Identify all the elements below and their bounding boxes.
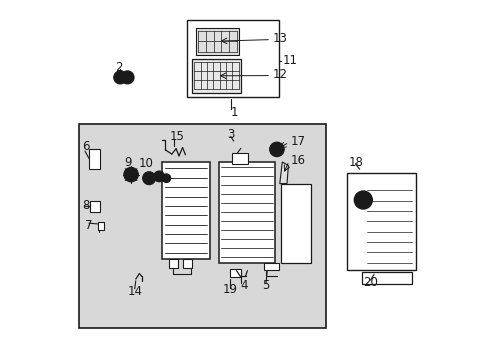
Bar <box>186 20 278 97</box>
Text: 14: 14 <box>127 285 142 298</box>
Text: 8: 8 <box>81 199 89 212</box>
Circle shape <box>358 195 367 205</box>
Circle shape <box>153 171 164 182</box>
Bar <box>162 162 210 259</box>
Text: 2: 2 <box>115 61 122 74</box>
Text: 5: 5 <box>262 279 269 292</box>
Circle shape <box>117 75 123 80</box>
Text: 20: 20 <box>363 276 377 289</box>
Circle shape <box>354 191 371 209</box>
Circle shape <box>123 167 138 182</box>
Text: 17: 17 <box>290 135 305 148</box>
Text: 12: 12 <box>272 68 287 81</box>
Bar <box>361 272 411 284</box>
Bar <box>89 201 100 212</box>
Bar <box>196 28 239 55</box>
Circle shape <box>269 142 284 157</box>
Text: 10: 10 <box>138 157 153 170</box>
Bar <box>192 59 241 93</box>
Bar <box>264 263 278 270</box>
Text: 18: 18 <box>348 156 363 168</box>
Polygon shape <box>279 162 288 184</box>
Circle shape <box>156 174 162 179</box>
Bar <box>231 153 247 164</box>
Text: 4: 4 <box>240 279 247 292</box>
Text: 16: 16 <box>290 154 305 167</box>
Circle shape <box>164 176 168 180</box>
Bar <box>79 124 325 328</box>
Bar <box>98 222 104 230</box>
Circle shape <box>114 71 126 84</box>
Text: 11: 11 <box>282 54 297 67</box>
Text: 1: 1 <box>230 106 238 119</box>
Text: 9: 9 <box>123 156 131 169</box>
Text: 13: 13 <box>272 32 287 45</box>
Bar <box>230 269 241 277</box>
Bar <box>280 184 310 263</box>
Circle shape <box>142 172 155 185</box>
Circle shape <box>162 174 170 183</box>
Text: 3: 3 <box>227 128 234 141</box>
Bar <box>89 149 100 169</box>
Circle shape <box>121 71 134 84</box>
Circle shape <box>127 171 134 178</box>
Bar <box>168 259 178 268</box>
Circle shape <box>145 175 152 181</box>
Bar <box>346 173 415 270</box>
Bar <box>183 259 192 268</box>
Text: 15: 15 <box>169 130 184 143</box>
Bar <box>219 162 275 263</box>
Text: 6: 6 <box>81 140 89 153</box>
Text: 7: 7 <box>85 219 92 231</box>
Circle shape <box>124 75 130 80</box>
Text: 19: 19 <box>223 283 238 296</box>
